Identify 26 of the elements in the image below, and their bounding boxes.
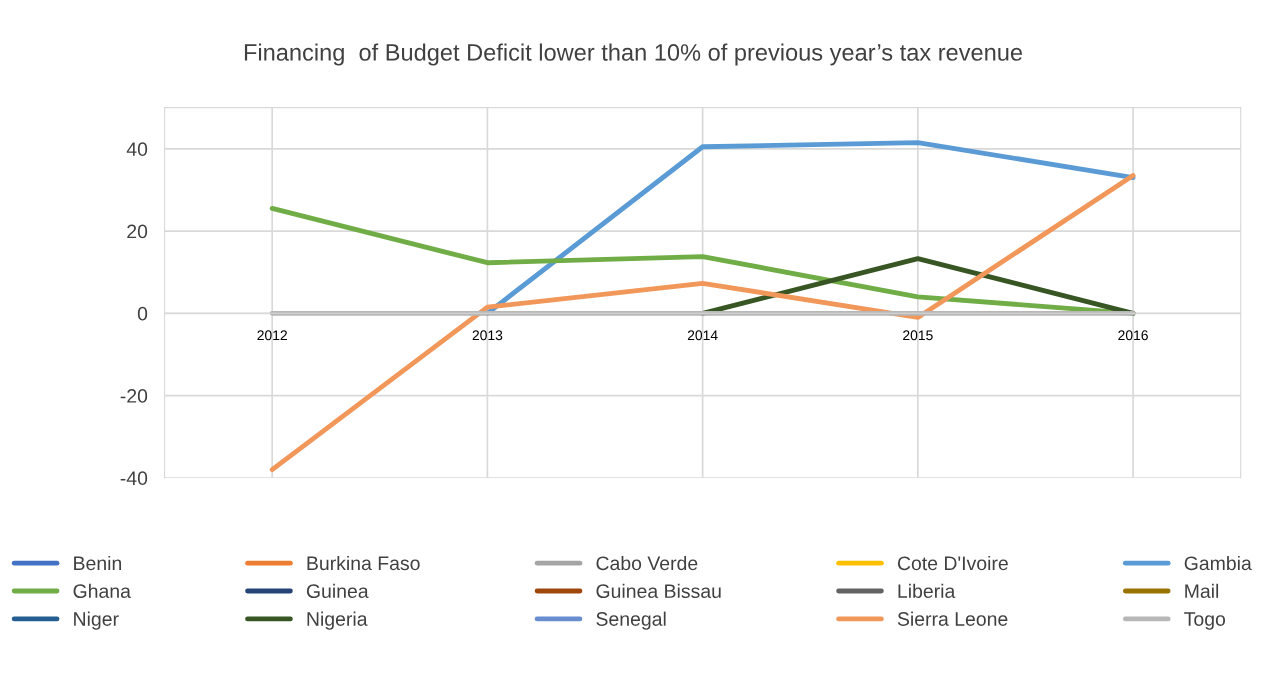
y-tick-label: 0: [137, 306, 148, 321]
legend-label: Gambia: [1184, 555, 1252, 571]
legend-label: Cabo Verde: [596, 555, 698, 571]
y-tick-label: -40: [120, 471, 148, 486]
x-tick-label: 2015: [903, 330, 933, 341]
x-tick-label: 2013: [472, 330, 503, 341]
y-tick-label: 40: [126, 142, 148, 157]
legend-label: Togo: [1184, 612, 1226, 630]
chart-title: Financing of Budget Deficit lower than 10% of previous year’s tax revenue: [244, 43, 1023, 66]
legend-label: Ghana: [73, 583, 131, 599]
x-tick-label: 2012: [257, 330, 287, 341]
legend-label: Burkina Faso: [307, 555, 420, 571]
legend-label: Niger: [74, 611, 119, 630]
legend-label: Liberia: [898, 583, 956, 599]
legend-label: Benin: [74, 555, 122, 571]
y-tick-label: -20: [120, 389, 148, 403]
legend-label: Mail: [1185, 583, 1219, 599]
legend-label: Guinea: [306, 583, 369, 599]
x-tick-label: 2016: [1118, 330, 1148, 341]
legend-label: Nigeria: [307, 611, 368, 630]
legend-label: Cote D'Ivoire: [897, 555, 1008, 571]
legend-label: Guinea Bissau: [596, 583, 721, 599]
x-tick-label: 2014: [687, 330, 718, 341]
legend-label: Senegal: [596, 611, 666, 630]
legend-label: Sierra Leone: [897, 611, 1008, 626]
y-tick-label: 20: [127, 224, 148, 239]
